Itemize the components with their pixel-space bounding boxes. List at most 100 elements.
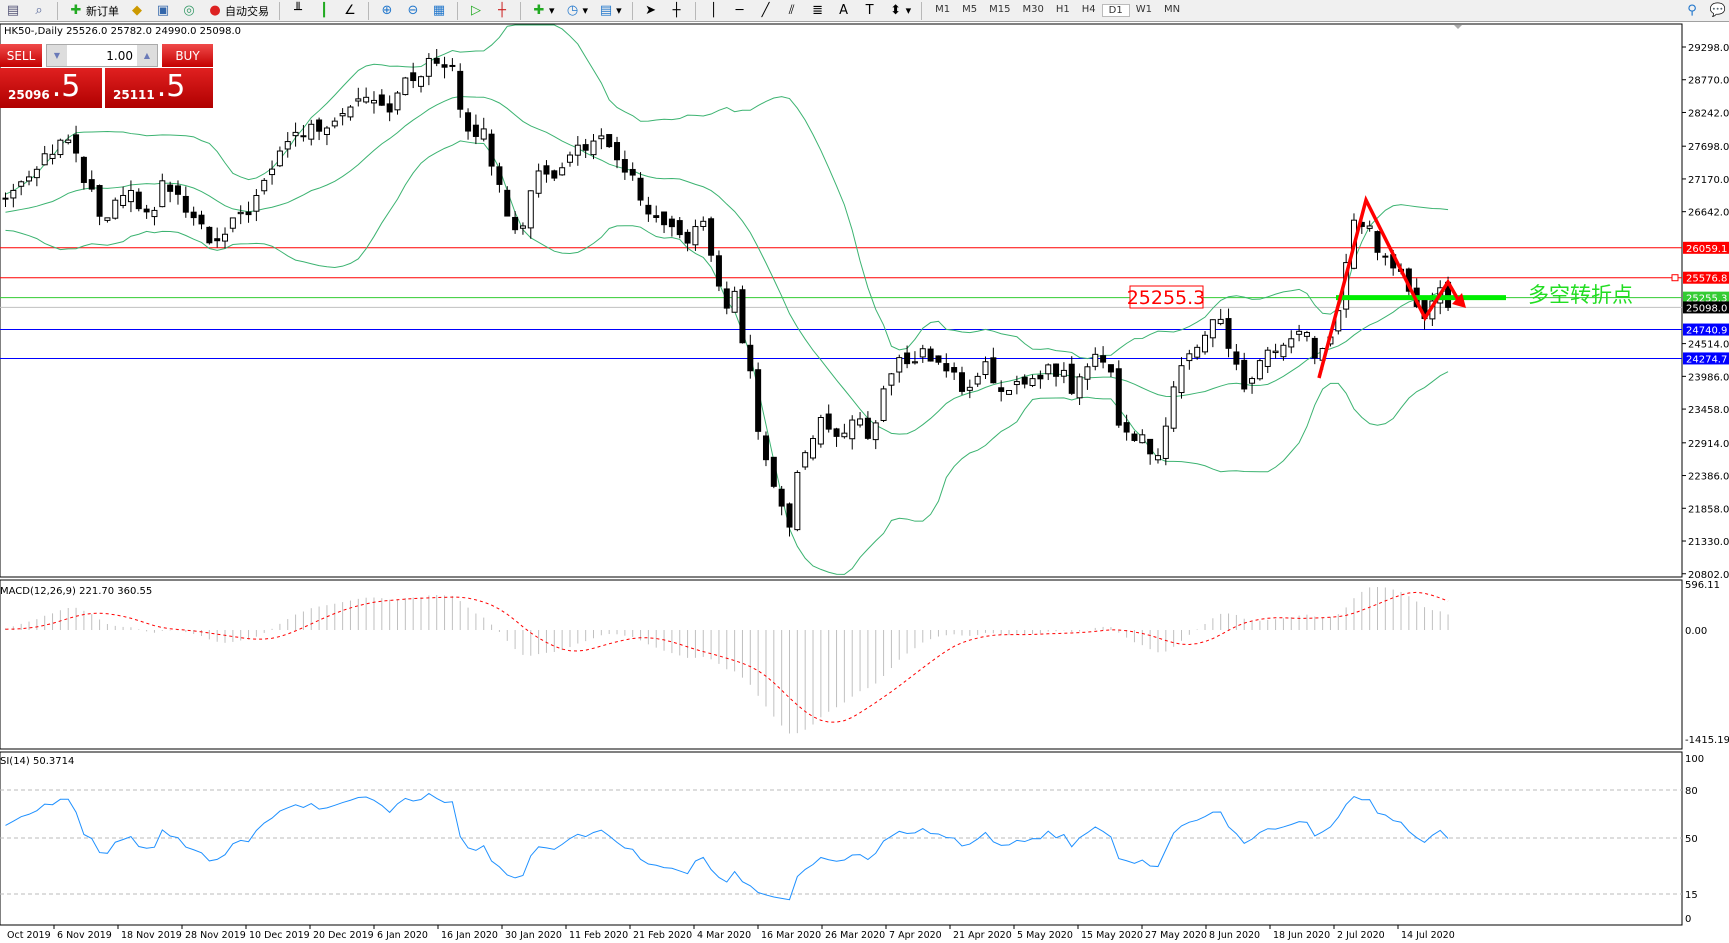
- metaeditor-button[interactable]: ◆: [126, 1, 148, 21]
- bear-candle-body: [778, 488, 785, 507]
- horizontal-line-button[interactable]: ─: [729, 1, 751, 21]
- candle: [41, 145, 48, 166]
- candle: [2, 192, 9, 208]
- chat-button[interactable]: 💬: [1707, 1, 1729, 21]
- buy-price-button[interactable]: 25111 .5: [105, 68, 213, 108]
- auto-scroll-button[interactable]: ▷: [465, 1, 487, 21]
- candle: [174, 180, 181, 205]
- zigzag-arrow: [1317, 195, 1462, 379]
- sell-button[interactable]: SELL: [0, 44, 42, 67]
- candle: [1209, 319, 1216, 348]
- bull-candle-body: [888, 373, 895, 386]
- bull-candle-body: [700, 220, 707, 227]
- bull-candle-body: [18, 181, 25, 187]
- rsi-axis-label: 0: [1685, 914, 1691, 925]
- trendline-button[interactable]: ╱: [755, 1, 777, 21]
- price-axis-label: 21858.0: [1688, 504, 1729, 515]
- lot-decrease-button[interactable]: ▼: [47, 45, 67, 66]
- candle: [457, 63, 464, 118]
- timeframe-d1[interactable]: D1: [1101, 4, 1130, 17]
- zoom-in-button[interactable]: ⊕: [376, 1, 398, 21]
- price-axis-label: 29298.0: [1688, 43, 1729, 54]
- bear-candle-body: [190, 211, 197, 219]
- cursor-button[interactable]: ➤: [640, 1, 662, 21]
- timeframe-w1[interactable]: W1: [1135, 4, 1152, 15]
- fibonacci-button[interactable]: ≣: [807, 1, 829, 21]
- zoom-window-button[interactable]: ⌕: [28, 1, 50, 21]
- signals-button[interactable]: ◎: [178, 1, 200, 21]
- timeframe-m15[interactable]: M15: [989, 4, 1011, 15]
- date-axis-label: 10 Dec 2019: [249, 930, 310, 941]
- bear-candle-body: [512, 216, 519, 231]
- tile-windows-button[interactable]: ▦: [428, 1, 450, 21]
- search-button[interactable]: ⚲: [1681, 1, 1703, 21]
- timeframe-m30[interactable]: M30: [1022, 4, 1044, 15]
- line-chart-button[interactable]: ∠: [339, 1, 361, 21]
- timeframe-h4[interactable]: H4: [1081, 4, 1096, 15]
- candle: [347, 105, 354, 121]
- chart-window[interactable]: 25255.3 多空转折点 29298.0 28770.0 28242.0 27698.0…: [0, 23, 1729, 943]
- candles: [2, 49, 1452, 537]
- text-label-button[interactable]: T: [859, 1, 881, 21]
- bull-candle-body: [1280, 344, 1287, 358]
- bull-candle-body: [159, 180, 166, 208]
- bull-candle-body: [880, 388, 887, 421]
- candle: [1037, 370, 1044, 389]
- new-order-button[interactable]: ✚ 新订单: [65, 1, 122, 21]
- bear-candle-body: [96, 185, 103, 217]
- templates-button[interactable]: ▤ ▾: [599, 2, 622, 18]
- candle: [1100, 346, 1107, 369]
- auto-trading-button[interactable]: ● 自动交易: [204, 1, 272, 21]
- buy-button[interactable]: BUY: [162, 44, 213, 67]
- bear-candle-body: [410, 72, 417, 82]
- sell-price-button[interactable]: 25096 .5: [0, 68, 102, 108]
- bull-candle-body: [57, 139, 64, 156]
- new-chart-button[interactable]: ▤: [2, 1, 24, 21]
- divider: [457, 1, 458, 20]
- timeframe-mn[interactable]: MN: [1163, 4, 1181, 15]
- bull-candle-body: [41, 153, 48, 166]
- date-axis-label: 21 Feb 2020: [633, 930, 692, 941]
- bull-candle-body: [269, 168, 276, 176]
- timeframe-m5[interactable]: M5: [962, 4, 978, 15]
- periods-button[interactable]: ◷ ▾: [562, 1, 592, 21]
- bull-candle-body: [535, 170, 542, 194]
- vertical-line-button[interactable]: │: [703, 1, 725, 21]
- indicators-button[interactable]: ✚ ▾: [528, 1, 558, 21]
- text-button[interactable]: A: [833, 1, 855, 21]
- bull-candle-body: [1170, 386, 1177, 429]
- bar-chart-button[interactable]: ╨: [287, 1, 309, 21]
- bull-candle-body: [363, 96, 370, 103]
- bull-candle-body: [1288, 338, 1295, 348]
- timeframe-m1[interactable]: M1: [935, 4, 951, 15]
- chart-shift-button[interactable]: ┼: [491, 1, 513, 21]
- bear-candle-body: [316, 119, 323, 132]
- bull-candle-body: [1178, 365, 1185, 394]
- lot-input[interactable]: [67, 45, 137, 66]
- channel-button[interactable]: ⫽: [781, 1, 803, 21]
- candle: [386, 95, 393, 122]
- timeframe-h1[interactable]: H1: [1055, 4, 1070, 15]
- bull-candle-body: [849, 419, 856, 440]
- candle-chart-button[interactable]: ┃: [313, 1, 335, 21]
- zoom-out-button[interactable]: ⊖: [402, 1, 424, 21]
- arrows-button[interactable]: ⬍ ▾: [885, 1, 915, 21]
- navigator-button[interactable]: ▣: [152, 1, 174, 21]
- bull-candle-body: [370, 99, 377, 104]
- label-box-text: 25255.3: [1127, 287, 1206, 309]
- crosshair-button[interactable]: ┼: [666, 1, 688, 21]
- candle: [1092, 347, 1099, 371]
- bull-candle-body: [1264, 349, 1271, 367]
- bull-candle-body: [26, 176, 33, 182]
- candle: [1382, 253, 1389, 266]
- candle: [833, 427, 840, 447]
- auto-trading-label: 自动交易: [225, 4, 269, 18]
- sell-price-main: 25096: [8, 88, 50, 102]
- bear-candle-body: [1131, 433, 1138, 441]
- candle: [88, 170, 95, 192]
- bull-candle-body: [1366, 225, 1373, 229]
- price-tag: [1683, 271, 1729, 284]
- timeframe-bar: M1 M5 M15 M30 H1 H4 D1 W1 MN: [929, 4, 1186, 17]
- lot-increase-button[interactable]: ▲: [137, 45, 157, 66]
- bull-candle-body: [120, 194, 127, 206]
